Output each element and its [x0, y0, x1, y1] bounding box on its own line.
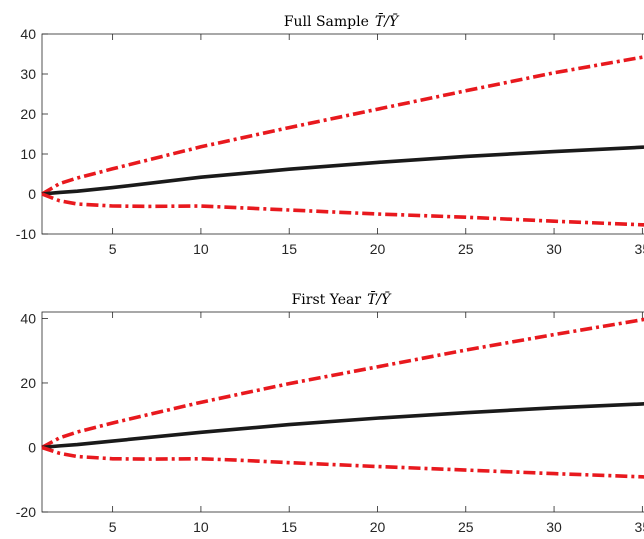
- y-tick-label: -10: [16, 226, 36, 242]
- axes-box: [41, 311, 644, 513]
- x-tick-label: 25: [458, 241, 474, 257]
- x-tick-label: 30: [546, 241, 562, 257]
- x-tick-label: 5: [109, 519, 117, 535]
- series-line-median: [41, 402, 644, 450]
- y-tick-label: 20: [20, 106, 36, 122]
- x-tick-label: 15: [281, 519, 297, 535]
- x-tick-label: 35: [635, 519, 644, 535]
- series-line-lower: [41, 445, 644, 479]
- y-tick-label: 40: [20, 310, 36, 326]
- series-line-upper: [41, 55, 644, 196]
- series-line-upper: [41, 317, 644, 450]
- x-tick-label: 15: [281, 241, 297, 257]
- axes-first-year: 5 10 15 20 25 30 35 -20 0 20 40: [16, 310, 644, 535]
- chart-title-first-year: First Year T̄/Ȳ: [292, 290, 393, 308]
- y-tick-label: 40: [20, 26, 36, 42]
- axes-box: [41, 33, 644, 235]
- x-tick-label: 35: [635, 241, 644, 257]
- y-tick-label: 0: [28, 439, 36, 455]
- x-tick-label: 25: [458, 519, 474, 535]
- x-tick-label: 20: [370, 241, 386, 257]
- axes-full-sample: 5 10 15 20 25 30 35 -10 0 10 20 30 40: [16, 26, 644, 257]
- series-line-lower: [41, 192, 644, 227]
- series-line-median: [41, 145, 644, 196]
- chart-title-full-sample: Full Sample T̄/Ȳ: [284, 12, 400, 30]
- x-tick-label: 5: [109, 241, 117, 257]
- y-tick-label: 0: [28, 186, 36, 202]
- y-tick-label: 10: [20, 146, 36, 162]
- x-tick-label: 10: [193, 519, 209, 535]
- y-tick-label: 30: [20, 66, 36, 82]
- y-tick-label: 20: [20, 375, 36, 391]
- x-tick-label: 10: [193, 241, 209, 257]
- x-tick-label: 30: [546, 519, 562, 535]
- x-tick-label: 20: [370, 519, 386, 535]
- y-tick-label: -20: [16, 504, 36, 520]
